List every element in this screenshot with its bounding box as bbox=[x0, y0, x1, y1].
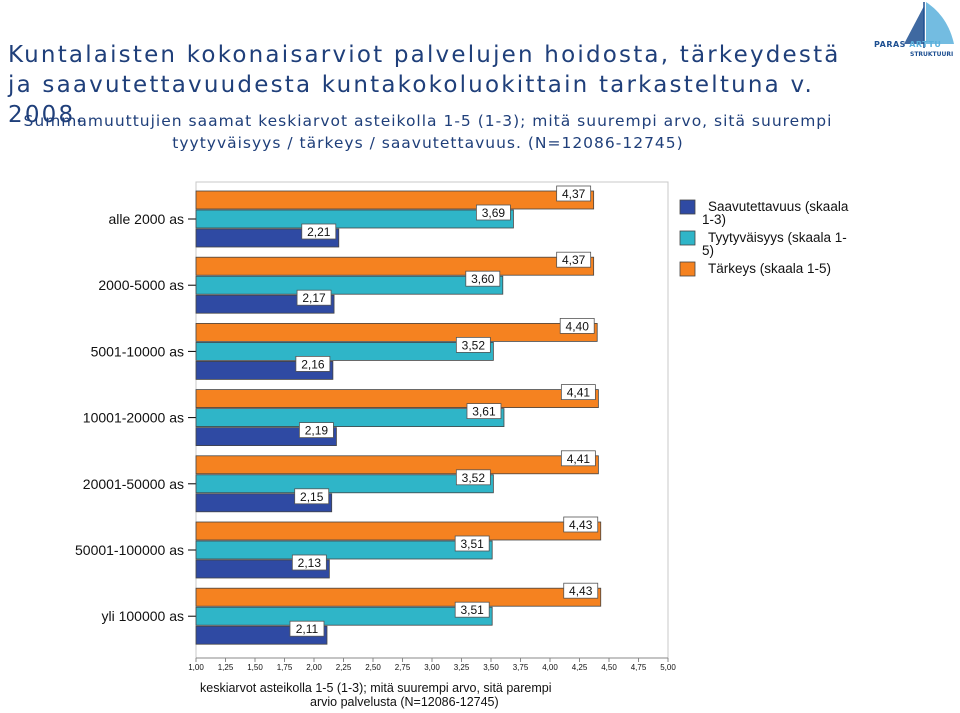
data-label-box bbox=[296, 289, 332, 306]
data-label-box bbox=[476, 204, 511, 221]
bar bbox=[195, 389, 599, 409]
x-tick-label: 4,00 bbox=[542, 663, 558, 672]
data-label-box bbox=[556, 251, 592, 268]
data-label: 4,37 bbox=[562, 187, 586, 201]
data-label-box bbox=[455, 336, 491, 353]
x-axis-label: arvio palvelusta (N=12086-12745) bbox=[310, 695, 499, 709]
x-tick-label: 1,75 bbox=[277, 663, 293, 672]
data-label: 3,52 bbox=[462, 338, 486, 352]
data-label-box bbox=[454, 535, 490, 552]
bar bbox=[195, 209, 514, 229]
category-label: 5001-10000 as bbox=[91, 343, 184, 359]
chart-subtitle: Summamuuttujien saamat keskiarvot asteik… bbox=[23, 112, 833, 152]
bar bbox=[195, 606, 493, 626]
legend-label: 1-3) bbox=[702, 212, 726, 227]
data-label: 2,17 bbox=[302, 291, 326, 305]
data-label: 4,40 bbox=[566, 319, 590, 333]
x-tick-label: 3,50 bbox=[483, 663, 499, 672]
data-label-box bbox=[465, 270, 501, 287]
x-tick-label: 3,25 bbox=[454, 663, 470, 672]
logo-subtitle: STRUKTUURI bbox=[910, 51, 954, 58]
x-tick-label: 4,50 bbox=[601, 663, 617, 672]
x-tick-label: 2,75 bbox=[395, 663, 411, 672]
x-axis-label: keskiarvot asteikolla 1-5 (1-3); mitä su… bbox=[200, 681, 552, 695]
sail-logo-icon bbox=[904, 2, 954, 48]
data-label-box bbox=[560, 450, 596, 467]
data-label-box bbox=[563, 516, 599, 533]
bar bbox=[195, 322, 598, 342]
bar bbox=[195, 540, 493, 560]
x-tick-label: 1,00 bbox=[188, 663, 204, 672]
chart-title: Kuntalaisten kokonaisarviot palvelujen h… bbox=[8, 42, 841, 128]
x-tick-label: 3,00 bbox=[424, 663, 440, 672]
bar bbox=[195, 341, 494, 361]
data-label: 2,11 bbox=[296, 622, 319, 636]
bar bbox=[195, 521, 602, 541]
x-tick-label: 1,50 bbox=[247, 663, 263, 672]
data-label: 3,51 bbox=[461, 537, 485, 551]
data-label: 4,43 bbox=[569, 584, 593, 598]
category-label: 2000-5000 as bbox=[98, 277, 184, 293]
legend-swatch bbox=[679, 199, 696, 215]
data-label-box bbox=[299, 422, 334, 439]
legend-label: Tärkeys (skaala 1-5) bbox=[708, 261, 831, 276]
x-tick-label: 2,00 bbox=[306, 663, 322, 672]
data-label-box bbox=[455, 469, 491, 486]
data-label-box bbox=[294, 488, 330, 505]
data-label: 2,19 bbox=[305, 424, 329, 438]
logo-wordmark: PARAS ARTTU bbox=[874, 40, 942, 49]
data-label: 2,13 bbox=[298, 556, 322, 570]
data-label-box bbox=[295, 355, 331, 372]
data-label-box bbox=[454, 601, 490, 618]
legend-swatch bbox=[679, 230, 696, 246]
data-label: 4,37 bbox=[562, 253, 586, 267]
category-label: 20001-50000 as bbox=[83, 476, 184, 492]
x-tick-label: 2,25 bbox=[336, 663, 352, 672]
data-label-box bbox=[466, 403, 502, 420]
data-label-box bbox=[301, 223, 337, 240]
bar bbox=[195, 256, 595, 276]
data-label: 2,16 bbox=[301, 357, 325, 371]
x-tick-label: 4,75 bbox=[631, 663, 647, 672]
data-label: 3,61 bbox=[472, 405, 496, 419]
legend-swatch bbox=[679, 261, 696, 277]
category-label: 50001-100000 as bbox=[75, 542, 184, 558]
legend-label: 5) bbox=[702, 243, 714, 258]
bar bbox=[195, 275, 504, 295]
data-label: 4,41 bbox=[567, 386, 591, 400]
category-label: yli 100000 as bbox=[101, 608, 184, 624]
data-label-box bbox=[560, 384, 596, 401]
x-tick-label: 1,25 bbox=[218, 663, 234, 672]
legend-label: Tyytyväisyys (skaala 1- bbox=[708, 230, 847, 245]
data-label-box bbox=[559, 317, 595, 334]
data-label: 4,43 bbox=[569, 518, 593, 532]
data-label: 2,21 bbox=[307, 225, 331, 239]
bar bbox=[195, 455, 599, 475]
x-tick-label: 4,25 bbox=[572, 663, 588, 672]
bar bbox=[195, 190, 595, 210]
data-label: 3,60 bbox=[471, 272, 495, 286]
x-tick-label: 5,00 bbox=[660, 663, 676, 672]
data-label-box bbox=[289, 620, 325, 637]
data-label: 2,15 bbox=[300, 490, 324, 504]
data-label: 3,69 bbox=[482, 206, 506, 220]
bar bbox=[195, 587, 602, 607]
data-label-box bbox=[556, 185, 592, 202]
x-tick-label: 3,75 bbox=[513, 663, 529, 672]
data-label: 3,52 bbox=[462, 471, 486, 485]
data-label-box bbox=[291, 554, 327, 571]
data-label: 3,51 bbox=[461, 603, 485, 617]
data-label: 4,41 bbox=[567, 452, 591, 466]
legend-label: Saavutettavuus (skaala bbox=[708, 199, 849, 214]
category-label: 10001-20000 as bbox=[83, 410, 184, 426]
bar bbox=[195, 408, 505, 428]
data-label-box bbox=[563, 582, 599, 599]
bar bbox=[195, 474, 494, 494]
x-tick-label: 2,50 bbox=[365, 663, 381, 672]
category-label: alle 2000 as bbox=[108, 211, 184, 227]
